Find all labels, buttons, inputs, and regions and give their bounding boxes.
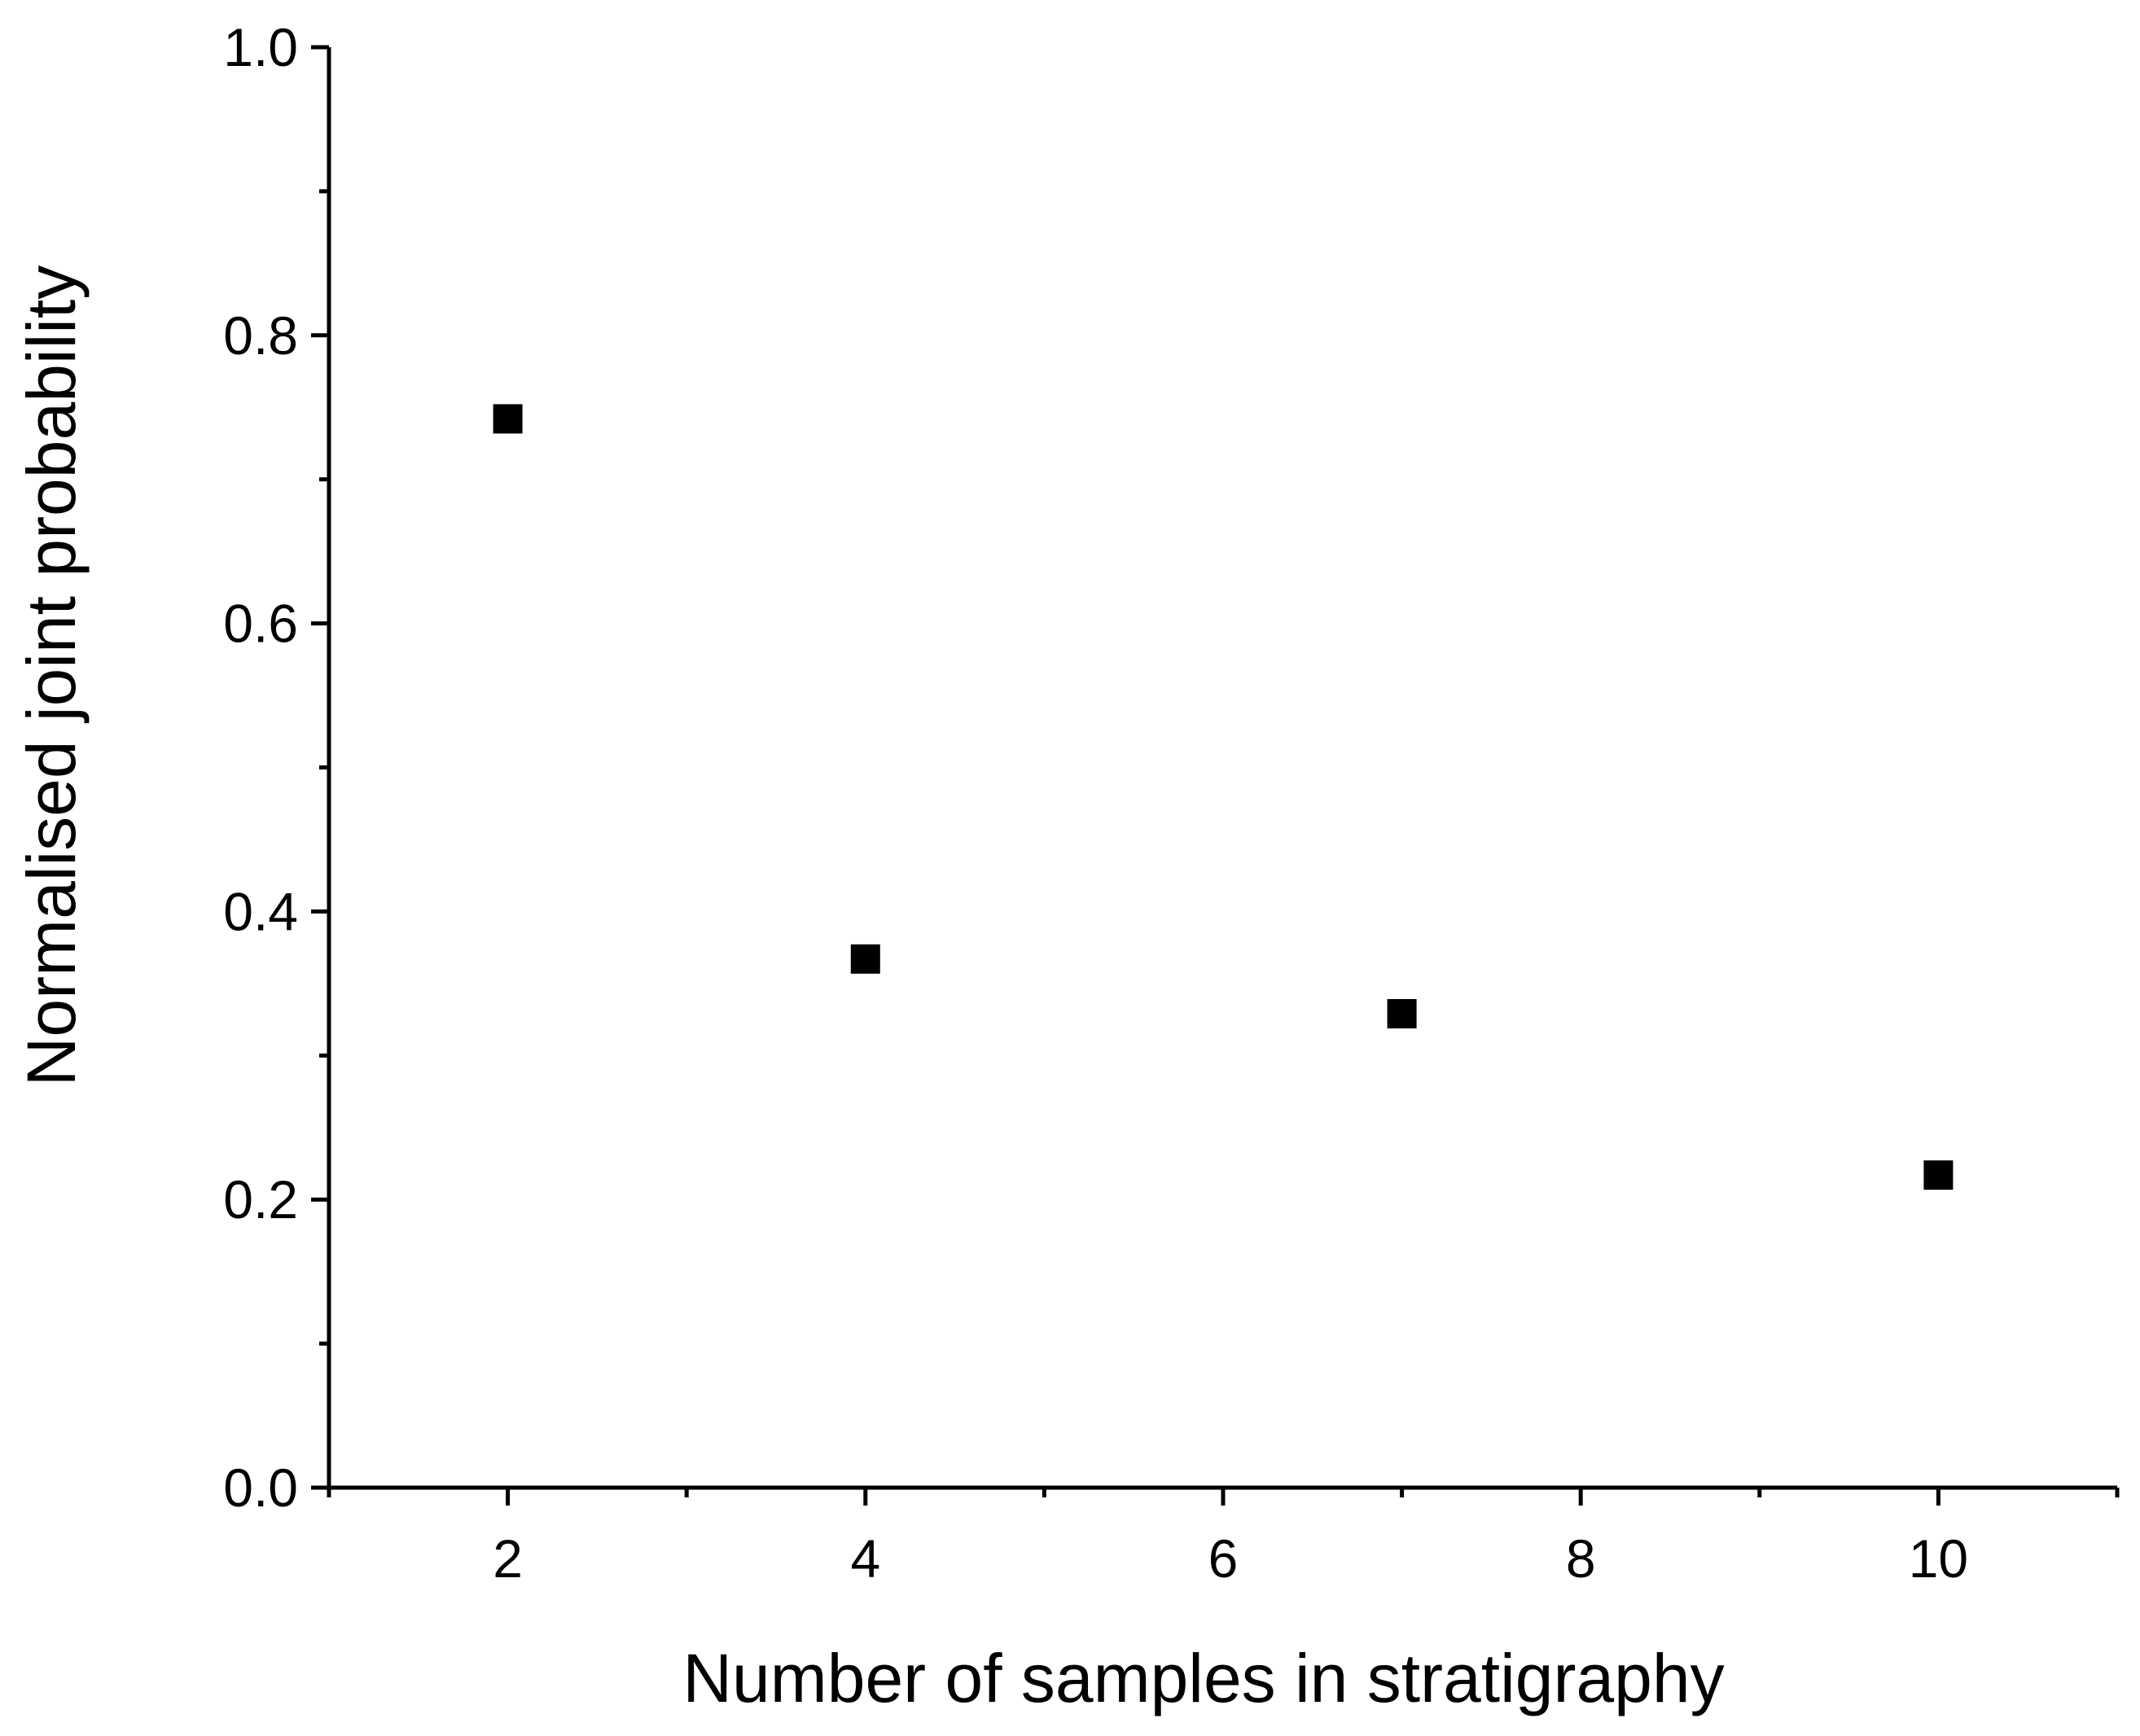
data-point [1923, 1160, 1954, 1190]
y-tick-label: 0.6 [223, 594, 298, 654]
y-axis-title: Normalised joint probability [13, 265, 90, 1086]
y-tick-label: 0.4 [223, 881, 298, 941]
y-ticks: 0.0 0.2 0.4 0.6 0.8 1.0 [223, 17, 329, 1518]
x-tick-label: 6 [1208, 1528, 1239, 1589]
y-tick-label: 0.2 [223, 1169, 298, 1230]
data-point [1387, 998, 1417, 1028]
y-tick-label: 0.0 [223, 1458, 298, 1518]
data-point [493, 404, 523, 434]
x-tick-label: 8 [1566, 1528, 1596, 1589]
axes [327, 47, 2117, 1490]
x-tick-label: 2 [493, 1528, 523, 1589]
x-tick-label: 10 [1909, 1528, 1968, 1589]
x-ticks: 2 4 6 8 10 [327, 1488, 2120, 1589]
data-points [493, 404, 1954, 1190]
data-point [850, 944, 880, 974]
y-tick-label: 1.0 [223, 17, 298, 77]
x-tick-label: 4 [850, 1528, 880, 1589]
y-tick-label: 0.8 [223, 305, 298, 366]
x-axis-title: Number of samples in stratigraphy [682, 1640, 1724, 1716]
